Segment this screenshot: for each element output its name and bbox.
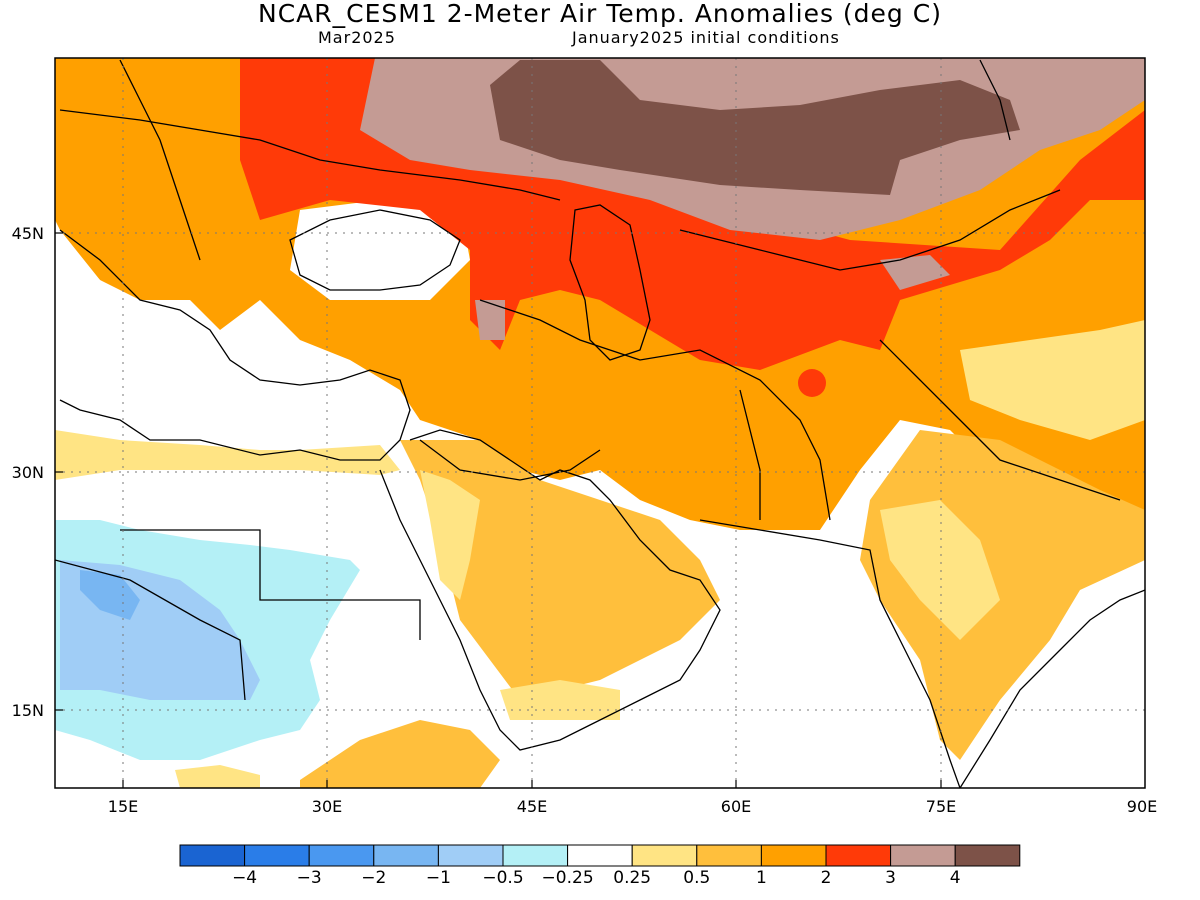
colorbar-label: −3 [296,868,322,888]
initial-conditions: January2025 initial conditions [572,28,840,47]
anomaly-field [475,300,505,340]
coastlines [55,59,1145,788]
colorbar-swatch [696,844,762,867]
colorbar-swatch [760,844,827,867]
lat-tick-label: 45N [12,224,44,243]
border [979,59,1011,141]
tick-marks [55,232,942,788]
plot-frame [54,57,1146,789]
anomaly-field [400,440,720,700]
anomaly-field [490,60,1020,195]
colorbar-swatch [954,844,1021,867]
anomaly-field [798,369,826,397]
border [59,109,561,201]
border [679,189,1061,271]
coastline [959,589,1145,788]
lon-tick-label: 60E [721,797,751,816]
lat-labels: 45N 30N 15N [12,224,44,720]
anomaly-field [880,255,950,290]
forecast-month: Mar2025 [318,28,396,47]
colorbar-swatch [890,844,956,867]
colorbar-label: −0.25 [541,868,594,888]
coastline [59,229,411,461]
lon-tick-label: 75E [926,797,956,816]
anomaly-field [175,765,260,788]
colorbar-label: −2 [361,868,387,888]
anomaly-field [960,320,1145,440]
colorbar-swatch [373,844,439,867]
border [55,559,246,701]
map-title: NCAR_CESM1 2-Meter Air Temp. Anomalies (… [258,0,942,28]
colorbar-label: −4 [232,868,258,888]
border [119,59,201,261]
colorbar-swatch [244,844,310,867]
lon-tick-label: 15E [108,797,138,816]
colorbar-label: 0.25 [613,868,652,888]
colorbar-label: 3 [885,868,897,888]
lat-tick-label: 15N [12,701,44,720]
anomaly-field [300,720,500,788]
border [739,389,761,520]
colorbar-swatch [179,844,246,867]
coastline [379,429,721,751]
lon-tick-label: 30E [312,797,342,816]
border [479,299,831,521]
coastline [699,519,961,788]
coastline [289,209,461,291]
anomaly-field [60,240,400,440]
colorbar-swatch [437,844,504,867]
colorbar-label: 2 [820,868,832,888]
colorbar-swatch [502,844,569,867]
colorbar-label: −1 [425,868,451,888]
border [879,339,1121,501]
colorbar [179,844,1021,867]
anomaly-field [420,470,480,600]
coastline [569,204,651,361]
coastline [120,529,421,640]
anomaly-field [880,500,1000,640]
lat-tick-label: 30N [12,463,44,482]
colorbar-swatch [308,844,375,867]
anomaly-field [55,430,400,480]
anomaly-field [290,200,470,300]
lon-tick-label: 90E [1127,797,1157,816]
border [419,439,601,481]
colorbar-swatch [825,844,892,867]
lon-tick-label: 45E [517,797,547,816]
colorbar-label: 1 [755,868,767,888]
anomaly-field [500,680,620,720]
colorbar-label: 4 [949,868,961,888]
colorbar-swatch [567,844,633,867]
colorbar-label: 0.5 [683,868,711,888]
anomaly-field [80,570,140,620]
lon-labels: 15E 30E 45E 60E 75E 90E [108,797,1157,816]
colorbar-label: −0.5 [482,868,524,888]
colorbar-swatch [631,844,698,867]
gridlines [55,58,1145,788]
anomaly-fields [55,58,1145,788]
